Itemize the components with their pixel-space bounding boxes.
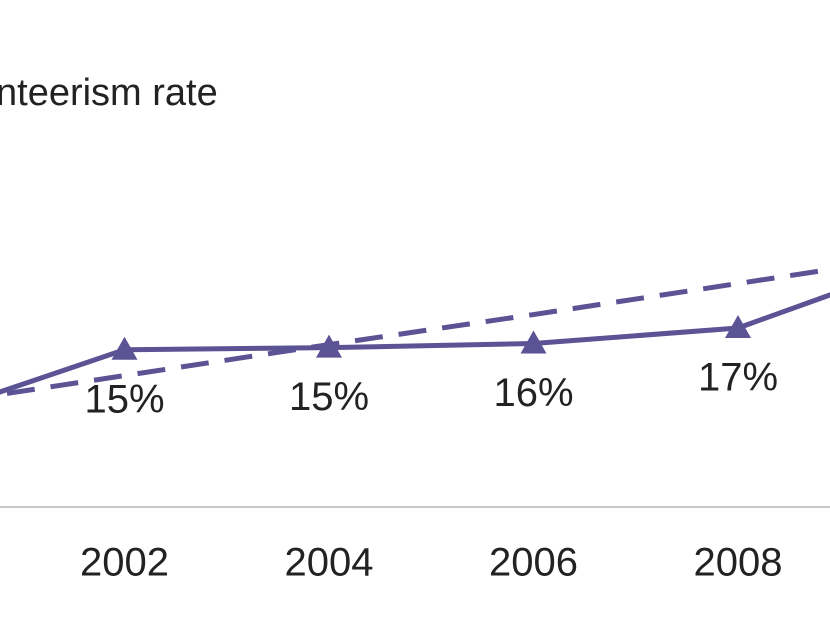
x-tick-label: 2006 bbox=[489, 541, 578, 585]
x-tick-label: 2004 bbox=[285, 541, 374, 585]
chart-title: nteerism rate bbox=[0, 72, 218, 114]
data-label: 15% bbox=[84, 377, 164, 421]
data-label: 16% bbox=[493, 371, 573, 415]
marker bbox=[725, 314, 751, 338]
x-tick-label: 2008 bbox=[694, 541, 783, 585]
marker bbox=[111, 336, 138, 360]
data-label: 17% bbox=[698, 356, 778, 400]
data-line bbox=[0, 292, 830, 395]
trend-line bbox=[0, 267, 830, 398]
x-tick-label: 2002 bbox=[80, 541, 169, 585]
data-label: 15% bbox=[289, 375, 369, 419]
marker bbox=[520, 330, 547, 354]
